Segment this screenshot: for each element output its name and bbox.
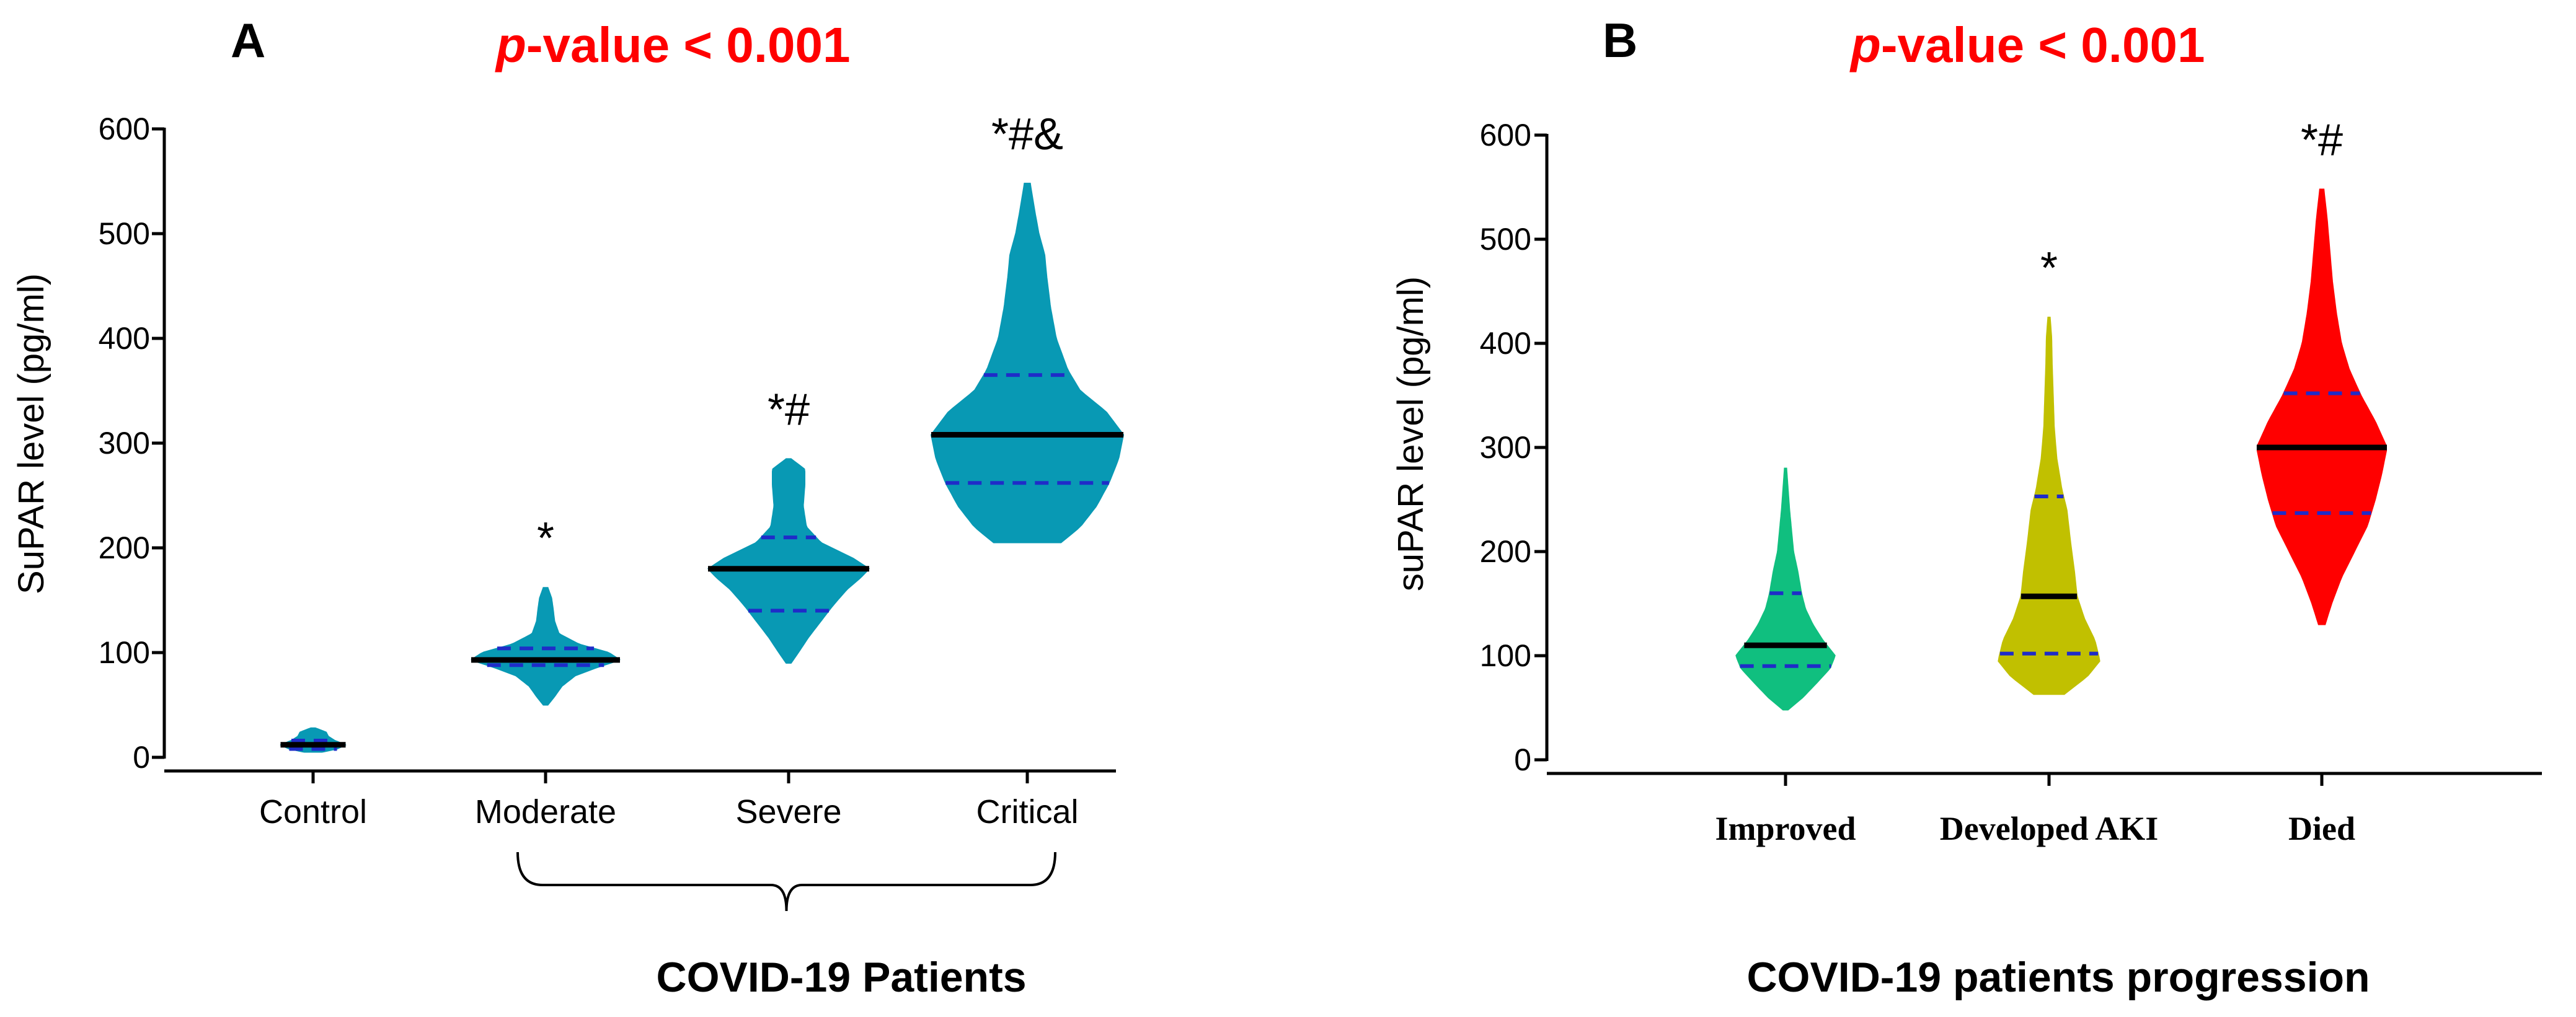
category-label: Developed AKI [1940,810,2159,847]
y-tick-label: 300 [1480,430,1531,465]
panel-b: 0 100 200 300 400 500 600 Improved Developed AKI… [1480,115,2542,847]
panel-a-pvalue: p-value < 0.001 [495,17,850,73]
significance-marker: *#& [991,110,1063,159]
violin-critical [930,182,1125,544]
y-tick-label: 200 [1480,534,1531,569]
y-tick-label: 200 [99,531,150,565]
panel-b-pvalue-italic: p [1849,17,1881,73]
violin-developed-aki [1998,317,2100,695]
y-tick-label: 400 [99,321,150,356]
violin-died [2256,188,2388,625]
panel-b-pvalue: p-value < 0.001 [1849,17,2205,73]
panel-a-xtitle: COVID-19 Patients [656,954,1026,1001]
category-label: Control [259,793,367,830]
violin-severe [707,458,870,664]
y-tick-label: 0 [133,740,150,775]
y-tick-label: 500 [99,216,150,251]
panel-a-ylabel: SuPAR level (pg/ml) [11,273,51,594]
y-tick-label: 100 [99,635,150,670]
panel-a-label: A [231,13,265,68]
group-bracket [516,852,1056,912]
significance-marker: *# [2301,115,2343,165]
y-tick-label: 400 [1480,326,1531,361]
panel-a-pvalue-rest: -value < 0.001 [526,17,851,73]
panel-b-pvalue-rest: -value < 0.001 [1881,17,2205,73]
y-tick-label: 500 [1480,222,1531,257]
y-tick-label: 300 [99,426,150,460]
category-label: Critical [976,793,1078,830]
violin-improved [1735,467,1836,711]
y-tick-label: 600 [99,112,150,146]
panel-b-xtitle: COVID-19 patients progression [1746,954,2370,1001]
category-label: Severe [735,793,841,830]
y-tick-label: 0 [1514,742,1531,777]
significance-marker: * [537,514,554,563]
significance-marker: *# [768,385,810,434]
y-tick-label: 100 [1480,638,1531,673]
category-label: Moderate [475,793,616,830]
y-tick-label: 600 [1480,118,1531,152]
panel-b-ylabel: suPAR level (pg/ml) [1391,276,1431,591]
violin-moderate [471,587,621,706]
significance-marker: * [2040,244,2058,293]
panel-b-label: B [1603,13,1637,68]
category-label: Died [2288,810,2355,847]
category-label: Improved [1715,810,1856,847]
panel-a: 0 100 200 300 400 500 600 Control Moderate * Sever… [99,110,1125,912]
panel-a-pvalue-italic: p [495,17,526,73]
